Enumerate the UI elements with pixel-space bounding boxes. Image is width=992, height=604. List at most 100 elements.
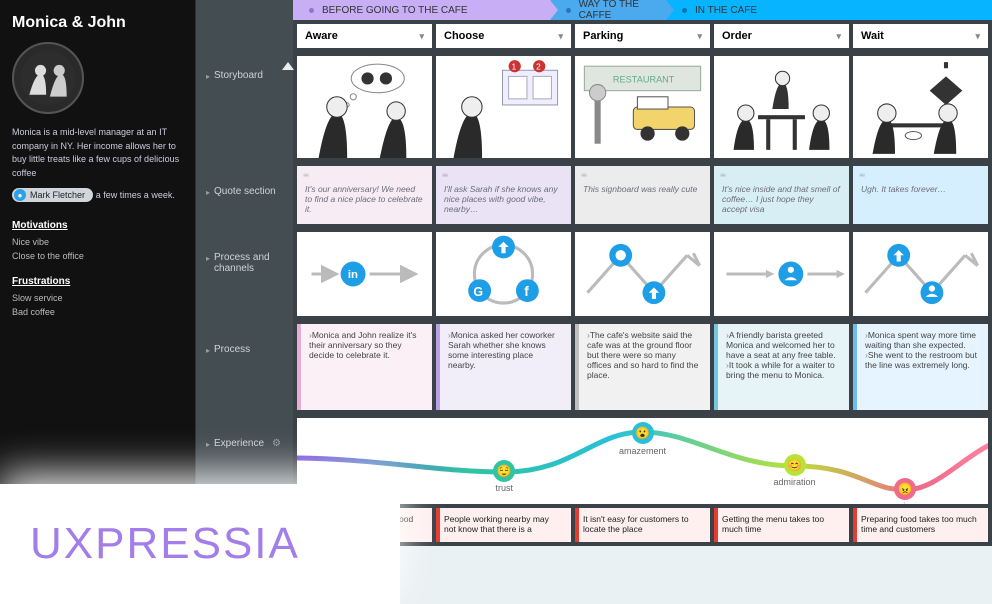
quote-text: I'll ask Sarah if she knows any nice pla… [444,184,563,214]
storyboard-cell-wait[interactable] [853,56,988,158]
svg-text:2: 2 [536,62,541,71]
motivations-label: Motivations [12,220,183,231]
channels-cell[interactable] [575,232,710,316]
process-cell[interactable]: Monica spent way more time waiting than … [853,324,988,410]
channels-cell[interactable] [853,232,988,316]
phase-way[interactable]: WAY TO THE CAFFE [550,0,666,20]
persona-avatar [12,42,84,114]
rowlabel-process-channels[interactable]: ▸ Process and channels [196,246,293,338]
rowlabel-storyboard[interactable]: ▸ Storyboard [196,64,293,180]
rowlabel-text: Experience [214,438,264,449]
list-item: Nice vibe [12,235,183,249]
rowlabel-text: Storyboard [214,70,263,81]
storyboard-cell-choose[interactable]: 12 [436,56,571,158]
problem-text: Getting the menu takes too much time [722,514,824,534]
stage-header[interactable]: Order ▾ [714,24,849,48]
emotion-label: trust [496,483,514,493]
process-cell[interactable]: Monica asked her coworker Sarah whether … [436,324,571,410]
stage-label: Parking [583,30,623,42]
rowlabel-text: Process [214,344,250,355]
restaurant-sign-text: RESTAURANT [613,75,675,85]
problem-text: Preparing food takes too much time and c… [861,514,977,534]
chevron-down-icon[interactable]: ▾ [419,31,424,42]
stage-label: Order [722,30,752,42]
quote-cell[interactable]: It's nice inside and that smell of coffe… [714,166,849,224]
problem-cell[interactable]: Preparing food takes too much time and c… [853,508,988,542]
problem-cell[interactable]: It isn't easy for customers to locate th… [575,508,710,542]
problem-cell[interactable]: Getting the menu takes too much time [714,508,849,542]
storyboard-cell-aware[interactable] [297,56,432,158]
experience-canvas[interactable]: 😌trust😮amazement😊admiration😠agressivenes… [297,418,988,504]
emotion-marker[interactable]: 😮 [632,422,654,444]
quote-cell[interactable]: Ugh. It takes forever… [853,166,988,224]
persona-tag-name: Mark Fletcher [30,190,85,200]
chevron-icon: ▸ [206,440,210,449]
gear-icon[interactable]: ⚙ [272,438,281,449]
emotion-marker[interactable]: 😌 [493,460,515,482]
frustrations-list: Slow service Bad coffee [12,291,183,320]
storyboard-cell-parking[interactable]: RESTAURANT [575,56,710,158]
quote-cell[interactable]: It's our anniversary! We need to find a … [297,166,432,224]
brand-logo-text: UXPRESSIA [30,519,300,569]
rowlabel-process[interactable]: ▸ Process [196,338,293,432]
chevron-down-icon[interactable]: ▾ [836,31,841,42]
problem-cell[interactable]: People working nearby may not know that … [436,508,571,542]
quote-cell[interactable]: I'll ask Sarah if she knows any nice pla… [436,166,571,224]
frustrations-label: Frustrations [12,276,183,287]
svg-text:f: f [524,284,529,299]
stage-header-row: Aware ▾ Choose ▾ Parking ▾ Order ▾ Wait▾ [293,20,992,52]
chevron-icon: ▸ [206,254,210,263]
process-cell[interactable]: The cafe's website said the cafe was at … [575,324,710,410]
persona-name: Monica & John [12,14,183,32]
problem-text: It isn't easy for customers to locate th… [583,514,689,534]
chevron-down-icon[interactable]: ▾ [697,31,702,42]
rowlabel-text: Process and channels [214,252,283,274]
persona-tag-pill[interactable]: ● Mark Fletcher [12,188,93,202]
emotion-label: admiration [774,477,816,487]
stage-header[interactable]: Aware ▾ [297,24,432,48]
process-item: A friendly barista greeted Monica and we… [726,330,841,360]
process-cell[interactable]: A friendly barista greeted Monica and we… [714,324,849,410]
stage-header[interactable]: Wait▾ [853,24,988,48]
emotion-marker[interactable]: 😠 [894,478,916,500]
quote-text: This signboard was really cute [583,184,702,194]
channels-cell[interactable] [714,232,849,316]
phase-label: BEFORE GOING TO THE CAFE [322,5,468,16]
chevron-down-icon[interactable]: ▾ [975,31,980,42]
quote-text: Ugh. It takes forever… [861,184,980,194]
chevron-icon: ▸ [206,188,210,197]
quote-cell[interactable]: This signboard was really cute [575,166,710,224]
phase-label: WAY TO THE CAFFE [579,0,666,21]
process-cell[interactable]: Monica and John realize it's their anniv… [297,324,432,410]
list-item: Bad coffee [12,305,183,319]
chevron-down-icon[interactable]: ▾ [558,31,563,42]
process-item: Monica spent way more time waiting than … [865,330,980,350]
storyboard-cell-order[interactable] [714,56,849,158]
process-item: It took a while for a waiter to bring th… [726,360,841,380]
collapse-triangle-icon[interactable] [282,62,294,70]
stage-header[interactable]: Choose ▾ [436,24,571,48]
channels-cell[interactable]: G f [436,232,571,316]
stage-header[interactable]: Parking ▾ [575,24,710,48]
list-item: Slow service [12,291,183,305]
quote-text: It's nice inside and that smell of coffe… [722,184,841,214]
quotes-row: It's our anniversary! We need to find a … [293,162,992,228]
process-item: Monica and John realize it's their anniv… [309,330,424,360]
phase-bar: BEFORE GOING TO THE CAFE WAY TO THE CAFF… [293,0,992,20]
phase-before[interactable]: BEFORE GOING TO THE CAFE [293,0,550,20]
process-item: The cafe's website said the cafe was at … [587,330,702,380]
stage-label: Choose [444,30,484,42]
process-item: Monica asked her coworker Sarah whether … [448,330,563,370]
problem-text: People working nearby may not know that … [444,514,549,534]
persona-bio-1: Monica is a mid-level manager at an IT c… [12,126,183,180]
rowlabel-text: Quote section [214,186,276,197]
rowlabel-quote[interactable]: ▸ Quote section [196,180,293,246]
emotion-marker[interactable]: 😊 [784,454,806,476]
chevron-icon: ▸ [206,72,210,81]
persona-bio-2: a few times a week. [96,190,175,200]
storyboard-row: 12 RESTAURANT [293,52,992,162]
stage-label: Aware [305,30,338,42]
channels-cell[interactable]: in [297,232,432,316]
process-channels-row: in G f [293,228,992,320]
phase-in-cafe[interactable]: IN THE CAFE [666,0,992,20]
